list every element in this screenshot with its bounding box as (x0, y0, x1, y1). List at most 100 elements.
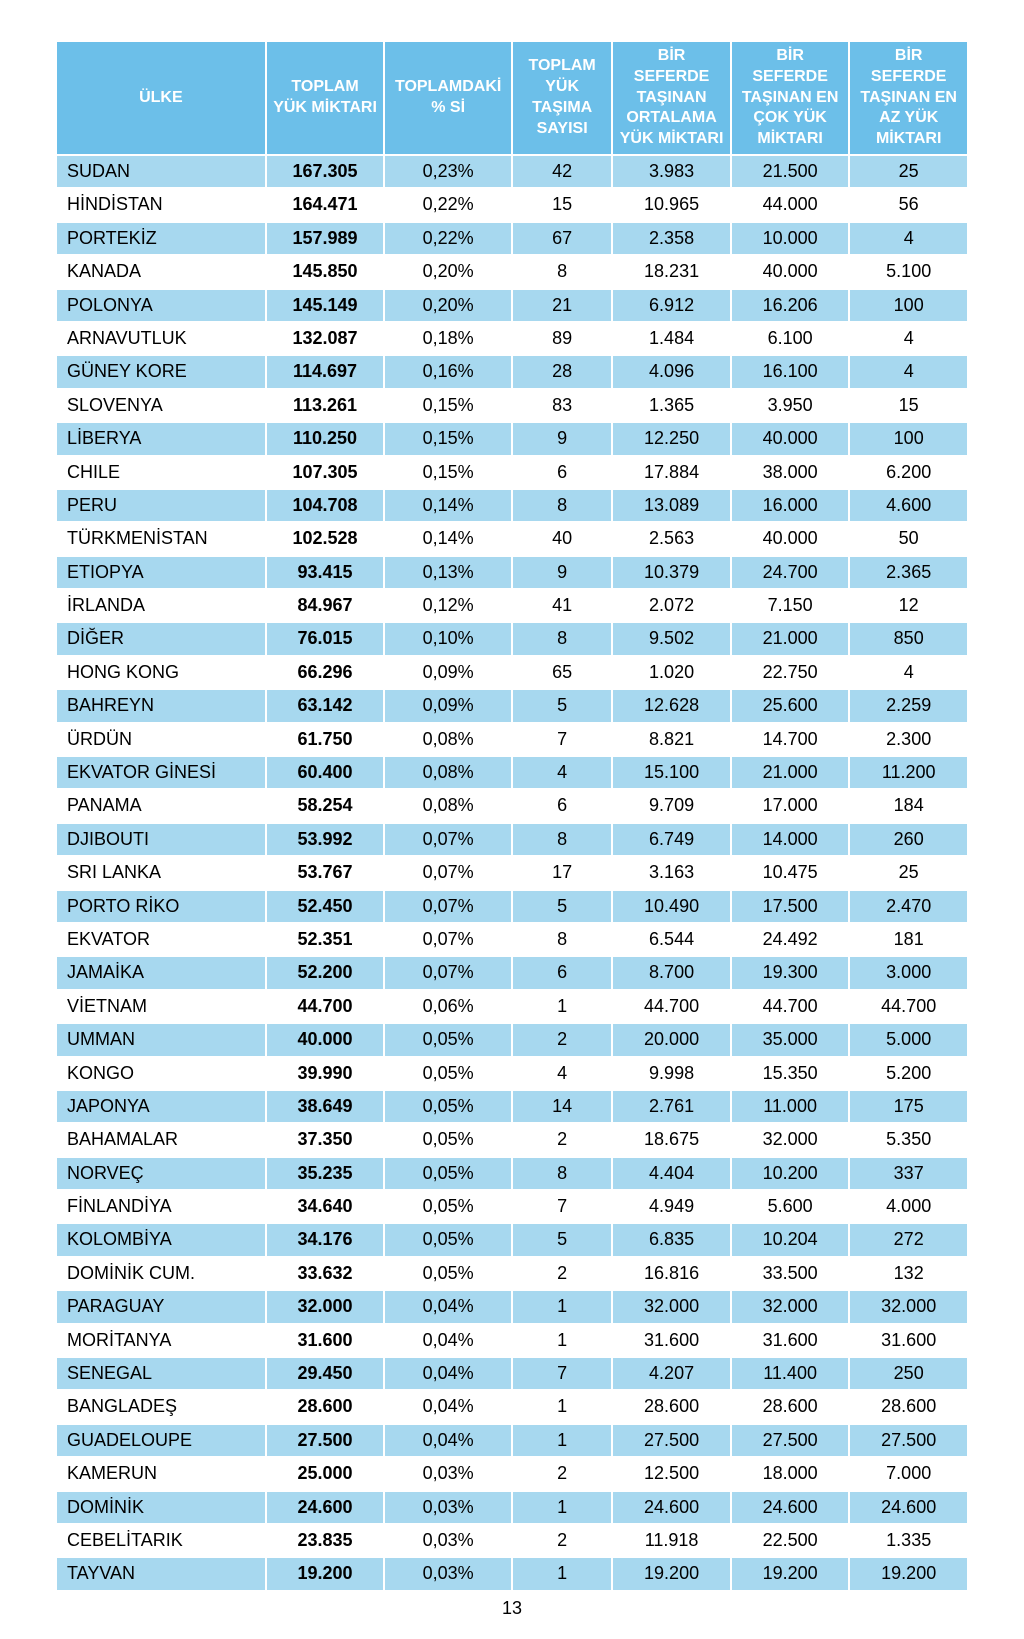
value-cell: 4.000 (849, 1190, 968, 1223)
value-cell: 0,15% (384, 389, 512, 422)
table-row: HİNDİSTAN164.4710,22%1510.96544.00056 (56, 188, 968, 221)
value-cell: 35.235 (266, 1157, 385, 1190)
page-container: ÜLKETOPLAM YÜK MİKTARITOPLAMDAKİ % SİTOP… (0, 0, 1024, 1639)
country-cell: KOLOMBİYA (56, 1223, 266, 1256)
country-cell: BAHAMALAR (56, 1123, 266, 1156)
value-cell: 8 (512, 489, 612, 522)
column-header-2: TOPLAMDAKİ % Sİ (384, 41, 512, 155)
value-cell: 28 (512, 355, 612, 388)
country-cell: TAYVAN (56, 1557, 266, 1590)
value-cell: 19.300 (731, 956, 850, 989)
value-cell: 1.020 (612, 656, 731, 689)
value-cell: 16.000 (731, 489, 850, 522)
value-cell: 2.300 (849, 723, 968, 756)
value-cell: 1.335 (849, 1524, 968, 1557)
value-cell: 145.149 (266, 289, 385, 322)
column-header-1: TOPLAM YÜK MİKTARI (266, 41, 385, 155)
value-cell: 24.600 (612, 1491, 731, 1524)
value-cell: 0,04% (384, 1324, 512, 1357)
value-cell: 4.949 (612, 1190, 731, 1223)
value-cell: 61.750 (266, 723, 385, 756)
value-cell: 132.087 (266, 322, 385, 355)
value-cell: 27.500 (266, 1424, 385, 1457)
value-cell: 83 (512, 389, 612, 422)
table-row: DJIBOUTI53.9920,07%86.74914.000260 (56, 823, 968, 856)
value-cell: 1 (512, 1390, 612, 1423)
value-cell: 21.000 (731, 756, 850, 789)
table-row: NORVEÇ35.2350,05%84.40410.200337 (56, 1157, 968, 1190)
value-cell: 44.700 (731, 990, 850, 1023)
value-cell: 22.500 (731, 1524, 850, 1557)
value-cell: 5 (512, 890, 612, 923)
table-row: ÜRDÜN61.7500,08%78.82114.7002.300 (56, 723, 968, 756)
value-cell: 10.000 (731, 222, 850, 255)
data-table: ÜLKETOPLAM YÜK MİKTARITOPLAMDAKİ % SİTOP… (55, 40, 969, 1592)
value-cell: 32.000 (849, 1290, 968, 1323)
value-cell: 10.490 (612, 890, 731, 923)
country-cell: DOMİNİK (56, 1491, 266, 1524)
value-cell: 0,20% (384, 255, 512, 288)
value-cell: 28.600 (266, 1390, 385, 1423)
value-cell: 18.231 (612, 255, 731, 288)
value-cell: 44.000 (731, 188, 850, 221)
value-cell: 2.470 (849, 890, 968, 923)
value-cell: 10.965 (612, 188, 731, 221)
country-cell: CEBELİTARIK (56, 1524, 266, 1557)
country-cell: JAPONYA (56, 1090, 266, 1123)
value-cell: 4.096 (612, 355, 731, 388)
value-cell: 18.000 (731, 1457, 850, 1490)
value-cell: 0,05% (384, 1190, 512, 1223)
table-row: LİBERYA110.2500,15%912.25040.000100 (56, 422, 968, 455)
table-row: BAHREYN63.1420,09%512.62825.6002.259 (56, 689, 968, 722)
country-cell: SLOVENYA (56, 389, 266, 422)
value-cell: 5.100 (849, 255, 968, 288)
value-cell: 9.998 (612, 1057, 731, 1090)
value-cell: 2.365 (849, 556, 968, 589)
value-cell: 6.835 (612, 1223, 731, 1256)
value-cell: 52.351 (266, 923, 385, 956)
value-cell: 3.983 (612, 155, 731, 188)
value-cell: 0,05% (384, 1257, 512, 1290)
value-cell: 0,22% (384, 222, 512, 255)
value-cell: 32.000 (612, 1290, 731, 1323)
table-row: TAYVAN19.2000,03%119.20019.20019.200 (56, 1557, 968, 1590)
country-cell: KAMERUN (56, 1457, 266, 1490)
value-cell: 16.100 (731, 355, 850, 388)
country-cell: GUADELOUPE (56, 1424, 266, 1457)
value-cell: 0,03% (384, 1557, 512, 1590)
value-cell: 0,05% (384, 1157, 512, 1190)
value-cell: 37.350 (266, 1123, 385, 1156)
value-cell: 0,03% (384, 1457, 512, 1490)
value-cell: 3.950 (731, 389, 850, 422)
table-row: JAPONYA38.6490,05%142.76111.000175 (56, 1090, 968, 1123)
value-cell: 6 (512, 789, 612, 822)
value-cell: 10.379 (612, 556, 731, 589)
value-cell: 44.700 (266, 990, 385, 1023)
value-cell: 164.471 (266, 188, 385, 221)
value-cell: 8 (512, 823, 612, 856)
table-row: CEBELİTARIK23.8350,03%211.91822.5001.335 (56, 1524, 968, 1557)
country-cell: PORTO RİKO (56, 890, 266, 923)
value-cell: 0,15% (384, 422, 512, 455)
value-cell: 7.000 (849, 1457, 968, 1490)
value-cell: 10.475 (731, 856, 850, 889)
value-cell: 19.200 (849, 1557, 968, 1590)
value-cell: 50 (849, 522, 968, 555)
value-cell: 6.200 (849, 456, 968, 489)
value-cell: 28.600 (849, 1390, 968, 1423)
value-cell: 0,06% (384, 990, 512, 1023)
value-cell: 11.000 (731, 1090, 850, 1123)
value-cell: 15 (849, 389, 968, 422)
value-cell: 100 (849, 422, 968, 455)
value-cell: 17.000 (731, 789, 850, 822)
value-cell: 4 (849, 222, 968, 255)
value-cell: 0,09% (384, 656, 512, 689)
value-cell: 167.305 (266, 155, 385, 188)
value-cell: 31.600 (266, 1324, 385, 1357)
value-cell: 850 (849, 622, 968, 655)
value-cell: 4.207 (612, 1357, 731, 1390)
country-cell: PORTEKİZ (56, 222, 266, 255)
table-row: PORTEKİZ157.9890,22%672.35810.0004 (56, 222, 968, 255)
value-cell: 14 (512, 1090, 612, 1123)
value-cell: 21.000 (731, 622, 850, 655)
